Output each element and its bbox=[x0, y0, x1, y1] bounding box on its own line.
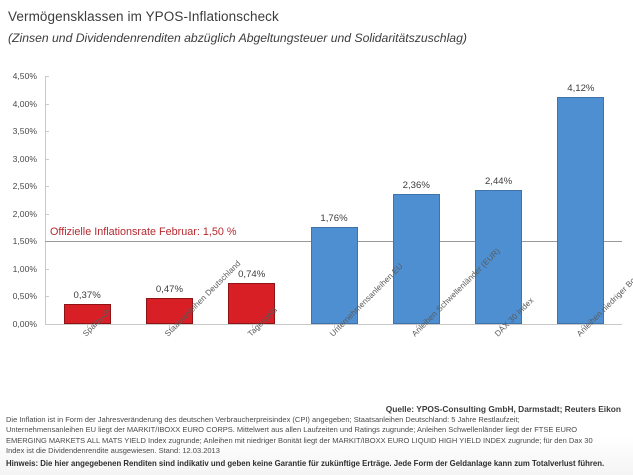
chart-header: Vermögensklassen im YPOS-Inflationscheck… bbox=[8, 8, 628, 47]
bar-slot: 2,36% bbox=[392, 76, 440, 324]
y-tick-mark bbox=[45, 131, 49, 133]
y-tick-text: 3,50% bbox=[12, 126, 37, 137]
bar-value-label: 2,36% bbox=[402, 179, 430, 191]
y-tick-mark bbox=[45, 268, 49, 270]
source-credit: Quelle: YPOS-Consulting GmbH, Darmstadt;… bbox=[385, 404, 621, 414]
bar-7[interactable] bbox=[557, 96, 605, 324]
x-tick-mark bbox=[416, 324, 418, 328]
inflation-reference-label: Offizielle Inflationsrate Februar: 1,50 … bbox=[50, 226, 237, 239]
bar-4[interactable] bbox=[310, 227, 358, 324]
bar-slot: 0,74% bbox=[228, 76, 276, 324]
bar-6[interactable] bbox=[475, 189, 523, 324]
y-tick-mark bbox=[45, 324, 49, 325]
y-tick-text: 4,00% bbox=[12, 98, 37, 109]
y-tick-text: 0,50% bbox=[12, 291, 37, 302]
bar-series: 0,37% 0,47% 0,74% 1,76% 2,36% 2,44% 4,12% bbox=[46, 76, 622, 324]
bar-slot: 0,47% bbox=[145, 76, 193, 324]
x-tick-mark bbox=[87, 324, 89, 328]
bar-slot: 1,76% bbox=[310, 76, 358, 324]
y-tick-text: 0,00% bbox=[12, 319, 37, 329]
footnote-line-3: EMERGING MARKETS ALL MATS YIELD Index zu… bbox=[6, 435, 593, 445]
chart-plot-area: 0,00% 0,50% 1,00% 1,50% 2,00% 2,50% 3,00% 3,50%… bbox=[0, 68, 633, 330]
x-tick-mark bbox=[169, 324, 171, 328]
y-tick-mark bbox=[45, 158, 49, 160]
y-tick-mark bbox=[45, 213, 49, 215]
y-tick-text: 3,00% bbox=[12, 153, 37, 164]
y-tick-text: 2,00% bbox=[12, 208, 37, 219]
footnote-line-1: Die Inflation ist in Form der Jahresverä… bbox=[6, 415, 520, 424]
y-tick-text: 1,50% bbox=[12, 236, 37, 247]
bar-value-label: 2,44% bbox=[484, 175, 513, 187]
y-tick-mark bbox=[45, 296, 49, 298]
bar-slot: 0,37% bbox=[63, 76, 111, 324]
y-tick-mark bbox=[45, 186, 49, 188]
footnote-line-4: Index ist die Dividendenrendite ausgewie… bbox=[6, 446, 220, 456]
page-title: Vermögensklassen im YPOS-Inflationscheck bbox=[8, 9, 279, 24]
footnote-line-2: Unternehmensanleihen EU liegt der MARKIT… bbox=[6, 425, 578, 435]
bar-value-label: 1,76% bbox=[320, 213, 348, 225]
y-tick-text: 1,00% bbox=[12, 263, 37, 274]
bar-1[interactable] bbox=[63, 303, 111, 324]
x-tick-mark bbox=[498, 324, 500, 328]
disclaimer-text: Hinweis: Die hier angegebenen Renditen s… bbox=[6, 459, 605, 468]
bar-value-label: 0,37% bbox=[73, 289, 101, 301]
y-tick-mark bbox=[45, 103, 49, 105]
bar-value-label: 4,12% bbox=[567, 82, 595, 94]
bar-value-label: 0,74% bbox=[238, 269, 266, 281]
bar-slot: 4,12% bbox=[557, 76, 605, 324]
y-axis-line bbox=[45, 76, 46, 324]
x-tick-mark bbox=[334, 324, 335, 328]
bar-3[interactable] bbox=[228, 283, 276, 324]
bar-slot: 2,44% bbox=[475, 76, 523, 324]
x-tick-mark bbox=[580, 324, 582, 328]
page-subtitle: (Zinsen und Dividendenrenditen abzüglich… bbox=[8, 31, 467, 45]
x-axis-line bbox=[45, 324, 622, 325]
y-tick-text: 4,50% bbox=[12, 71, 37, 81]
footnote-block: Die Inflation ist in Form der Jahresverä… bbox=[6, 415, 631, 457]
bar-value-label: 0,47% bbox=[155, 284, 184, 296]
bar-2[interactable] bbox=[145, 298, 193, 324]
x-tick-mark bbox=[251, 324, 253, 328]
y-tick-text: 2,50% bbox=[12, 181, 37, 192]
y-tick-mark bbox=[45, 76, 49, 77]
bar-5[interactable] bbox=[392, 193, 440, 324]
